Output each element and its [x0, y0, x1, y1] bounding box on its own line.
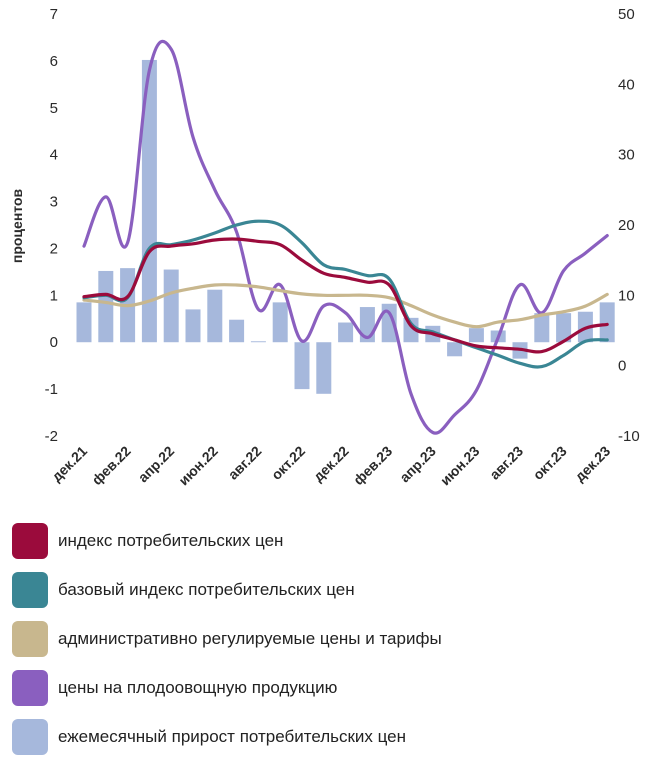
y-left-tick-label: 2 [50, 240, 58, 257]
y-axis-left: -2 -1 0 1 2 3 4 5 6 7 [45, 6, 58, 445]
legend-swatch [12, 571, 48, 608]
legend-swatch [12, 718, 48, 755]
y-left-tick-label: 7 [50, 6, 58, 23]
bar-ноя.22 [316, 342, 332, 394]
x-tick-label: окт.23 [530, 443, 570, 483]
y-right-tick-label: 40 [618, 76, 635, 93]
legend-item: ежемесячный прирост потребительских цен [12, 712, 642, 761]
y-axis-label: процентов [9, 188, 25, 263]
legend-item: базовый индекс потребительских цен [12, 565, 642, 614]
y-left-tick-label: 4 [50, 147, 58, 164]
bar-апр.22 [163, 269, 179, 343]
legend-swatch [12, 669, 48, 706]
line-cpi [82, 237, 609, 354]
x-tick-label: авг.22 [225, 443, 265, 483]
legend-item: индекс потребительских цен [12, 516, 642, 565]
legend-item: цены на плодоовощную продукцию [12, 663, 642, 712]
x-tick-label: фев.23 [350, 443, 395, 488]
y-left-tick-label: 6 [50, 53, 58, 70]
y-left-tick-label: 1 [50, 287, 58, 304]
bar-сен.22 [272, 302, 288, 343]
legend-item: административно регулируемые цены и тари… [12, 614, 642, 663]
bar-май.22 [185, 309, 201, 343]
legend-label: ежемесячный прирост потребительских цен [58, 726, 407, 746]
line-fruit-veg-prices [82, 39, 609, 435]
y-left-tick-label: 5 [50, 100, 58, 117]
bar-мар.23 [403, 317, 419, 343]
x-tick-label: июн.22 [175, 443, 221, 489]
x-tick-label: авг.23 [486, 443, 526, 483]
x-tick-label: июн.23 [437, 443, 483, 489]
legend-label: индекс потребительских цен [58, 530, 284, 550]
bar-окт.22 [294, 342, 310, 390]
x-tick-label: дек.21 [48, 443, 90, 485]
legend-swatch [12, 620, 48, 657]
bar-янв.22 [98, 270, 114, 343]
y-right-tick-label: -10 [618, 428, 640, 445]
bar-июн.22 [207, 289, 223, 343]
x-tick-label: апр.23 [396, 443, 439, 486]
x-tick-label: окт.22 [268, 443, 308, 483]
y-right-tick-label: 50 [618, 6, 635, 23]
x-tick-label: дек.23 [571, 443, 613, 485]
legend-label: цены на плодоовощную продукцию [58, 677, 338, 697]
y-right-tick-label: 30 [618, 147, 635, 164]
y-right-tick-label: 20 [618, 217, 635, 234]
bar-окт.23 [556, 313, 572, 343]
x-tick-label: дек.22 [310, 443, 352, 485]
bar-дек.23 [599, 302, 615, 343]
y-left-tick-label: -2 [45, 428, 58, 445]
bar-сен.23 [534, 313, 550, 343]
bar-мар.22 [141, 59, 157, 343]
x-tick-label: апр.22 [135, 443, 178, 486]
bar-май.23 [447, 342, 463, 357]
y-axis-right: -10 0 10 20 30 40 50 [618, 6, 640, 445]
y-left-tick-label: 0 [50, 334, 58, 351]
bar-фев.23 [381, 303, 397, 343]
y-right-tick-label: 10 [618, 287, 635, 304]
y-left-tick-label: -1 [45, 381, 58, 398]
line-regulated-prices [82, 283, 609, 329]
bar-авг.22 [250, 341, 266, 343]
line-series-group [82, 39, 609, 435]
legend-label: базовый индекс потребительских цен [58, 579, 355, 599]
legend-swatch [12, 522, 48, 559]
legend-label: административно регулируемые цены и тари… [58, 628, 442, 648]
y-left-tick-label: 3 [50, 194, 58, 211]
bar-июл.22 [229, 319, 245, 343]
legend: индекс потребительских цен базовый индекс… [12, 516, 642, 761]
bar-дек.21 [76, 302, 92, 343]
y-right-tick-label: 0 [618, 358, 626, 375]
bar-июн.23 [468, 328, 484, 343]
x-tick-label: фев.22 [89, 443, 134, 488]
bar-series [76, 59, 615, 394]
bar-дек.22 [338, 322, 354, 343]
